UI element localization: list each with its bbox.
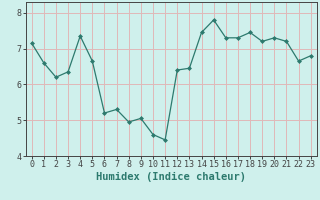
X-axis label: Humidex (Indice chaleur): Humidex (Indice chaleur): [96, 172, 246, 182]
